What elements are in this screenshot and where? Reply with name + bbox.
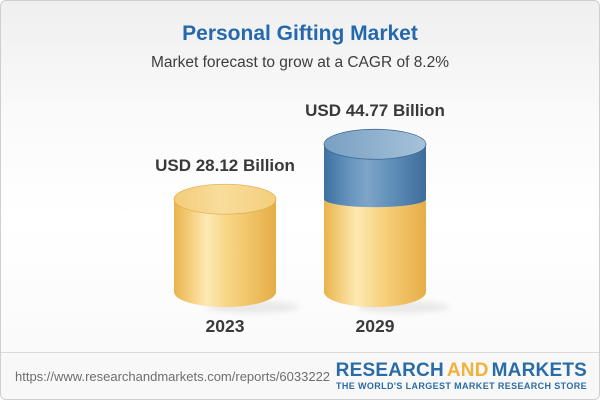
report-url-link[interactable]: https://www.researchandmarkets.com/repor…: [15, 368, 331, 384]
value-label-2023: USD 28.12 Billion: [155, 156, 295, 176]
logo-word-and: AND: [446, 360, 489, 381]
footer-bar: https://www.researchandmarkets.com/repor…: [1, 352, 599, 399]
logo-word-markets: MARKETS: [491, 360, 587, 381]
chart-subtitle: Market forecast to grow at a CAGR of 8.2…: [150, 54, 450, 71]
value-label-2029: USD 44.77 Billion: [305, 101, 445, 121]
logo-wordmark: RESEARCH AND MARKETS: [336, 361, 587, 380]
bar-2023: [173, 183, 299, 313]
axis-label-2023: 2023: [205, 316, 245, 336]
cylinder-bar-chart: [173, 128, 449, 313]
chart-title: Personal Gifting Market: [182, 22, 418, 45]
bar-2029: [323, 128, 449, 313]
research-and-markets-logo: RESEARCH AND MARKETS THE WORLD'S LARGEST M…: [336, 361, 587, 391]
logo-tagline: THE WORLD'S LARGEST MARKET RESEARCH STOR…: [335, 381, 587, 391]
logo-word-research: RESEARCH: [335, 360, 444, 381]
axis-label-2029: 2029: [355, 316, 395, 336]
